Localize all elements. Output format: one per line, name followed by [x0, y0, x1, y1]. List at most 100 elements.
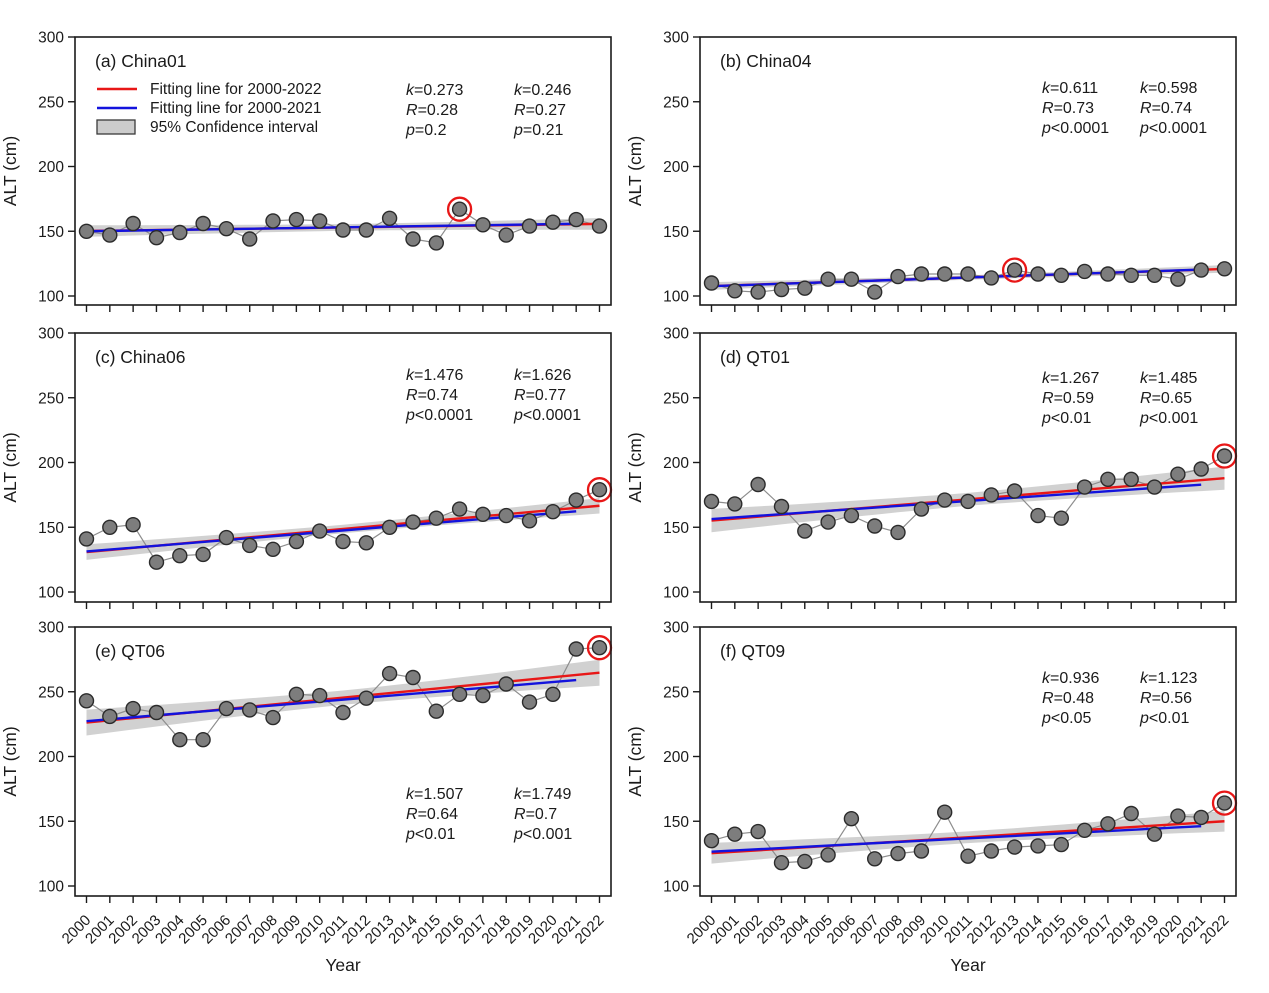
- data-point-2007: [867, 851, 883, 867]
- stats-2000-2022: k=0.598 R=0.74 p<0.0001: [1139, 80, 1207, 137]
- data-point-2001: [727, 496, 743, 512]
- stats-2000-2021: k=0.611 R=0.73 p<0.0001: [1041, 80, 1109, 137]
- stats-2000-2022-line: p<0.0001: [1139, 120, 1207, 137]
- data-point-2006: [218, 529, 235, 546]
- highlight-circle: [1001, 257, 1028, 283]
- data-point-2015: [1053, 510, 1070, 526]
- data-point-2014: [405, 669, 421, 686]
- y-tick-label-250: 250: [38, 390, 64, 407]
- data-point-2021: [1193, 461, 1209, 477]
- data-point-2008: [265, 213, 281, 229]
- data-point-2003: [773, 281, 790, 298]
- data-point-2018: [498, 676, 514, 692]
- data-point-2014: [405, 231, 421, 247]
- y-tick-label-150: 150: [663, 520, 689, 537]
- data-point-2016: [451, 686, 468, 702]
- y-tick-label-100: 100: [663, 585, 689, 602]
- data-point-2013: [381, 665, 398, 682]
- highlight-circle: [446, 196, 473, 222]
- panel-c: 100 150 200 250 300 ALT (cm) (c) China06 k=1.47…: [0, 326, 613, 609]
- data-point-2005: [195, 215, 211, 232]
- y-tick-label-200: 200: [38, 749, 64, 766]
- data-point-2018: [1123, 471, 1139, 487]
- y-tick-label-150: 150: [663, 224, 689, 241]
- stats-2000-2022-line: R=0.77: [514, 387, 566, 404]
- data-point-2009: [288, 211, 305, 228]
- stats-2000-2021-line: R=0.64: [406, 806, 458, 823]
- y-axis-title: ALT (cm): [0, 726, 20, 796]
- y-tick-label-250: 250: [38, 684, 64, 701]
- data-point-2010: [937, 804, 953, 820]
- y-tick-label-100: 100: [38, 585, 64, 602]
- panel-title: (c) China06: [95, 347, 185, 367]
- y-tick-label-100: 100: [38, 879, 64, 896]
- data-point-2006: [218, 700, 235, 717]
- panel-title: (d) QT01: [720, 347, 790, 367]
- data-point-2019: [1146, 267, 1163, 283]
- stats-2000-2022-line: p=0.21: [513, 122, 563, 139]
- data-point-2006: [843, 271, 860, 287]
- data-point-2008: [890, 268, 906, 285]
- data-point-2020: [1170, 466, 1186, 482]
- data-point-2017: [1100, 816, 1116, 832]
- y-tick-label-250: 250: [663, 390, 689, 407]
- data-point-2019: [521, 513, 538, 529]
- y-tick-label-300: 300: [663, 620, 689, 637]
- stats-2000-2022-line: k=0.246: [514, 82, 571, 99]
- stats-2000-2021-line: p<0.01: [405, 826, 455, 843]
- panel-a: 100 150 200 250 300 ALT (cm) (a) China01 k=0.27…: [0, 30, 612, 312]
- stats-2000-2022-line: R=0.74: [1140, 100, 1192, 117]
- data-point-2015: [428, 510, 444, 526]
- data-point-2004: [797, 280, 813, 296]
- stats-2000-2021-line: k=1.476: [406, 367, 463, 384]
- data-point-2011: [335, 704, 351, 721]
- fit-line-2000-2021: [86, 678, 577, 723]
- data-point-2002: [125, 700, 141, 717]
- data-point-2019: [1146, 479, 1163, 495]
- y-axis-title: ALT (cm): [0, 432, 20, 502]
- data-point-2000: [703, 493, 720, 510]
- stats-2000-2022-line: R=0.56: [1140, 690, 1192, 707]
- data-point-2014: [405, 514, 421, 530]
- data-point-2004: [172, 548, 188, 564]
- y-tick-label-300: 300: [663, 326, 689, 343]
- stats-2000-2022-line: k=0.598: [1140, 80, 1197, 97]
- stats-2000-2021: k=1.476 R=0.74 p<0.0001: [405, 367, 473, 424]
- data-point-2013: [1006, 839, 1023, 855]
- data-point-2018: [498, 227, 514, 243]
- data-point-2004: [172, 732, 188, 748]
- data-point-2005: [820, 847, 836, 863]
- stats-2000-2022-line: p<0.001: [513, 826, 572, 843]
- data-point-2017: [1100, 471, 1116, 487]
- stats-2000-2022-line: p<0.0001: [513, 407, 581, 424]
- data-point-2009: [913, 501, 930, 517]
- data-point-2003: [148, 704, 165, 721]
- data-point-2007: [867, 518, 883, 534]
- data-point-2011: [960, 848, 976, 864]
- y-tick-label-150: 150: [38, 520, 64, 537]
- data-point-2000: [78, 693, 95, 709]
- data-point-2010: [937, 492, 953, 508]
- stats-2000-2022: k=1.485 R=0.65 p<0.001: [1139, 370, 1198, 427]
- stats-2000-2021-line: R=0.59: [1042, 390, 1094, 407]
- data-point-2013: [1006, 483, 1023, 499]
- data-point-2017: [475, 506, 491, 522]
- data-point-2009: [913, 843, 930, 859]
- fit-line-2000-2021: [711, 483, 1202, 521]
- legend: Fitting line for 2000-2022 Fitting line f…: [96, 81, 321, 136]
- data-point-2018: [498, 507, 514, 524]
- data-point-2005: [195, 732, 211, 748]
- stats-2000-2022-line: k=1.485: [1140, 370, 1197, 387]
- data-point-2000: [78, 531, 95, 547]
- data-point-2012: [358, 535, 374, 551]
- data-point-2002: [750, 476, 766, 493]
- y-tick-label-200: 200: [38, 159, 64, 176]
- data-point-2005: [820, 514, 836, 530]
- panel-f: 1001502002503002000200120022003200420052…: [625, 620, 1238, 975]
- y-tick-label-100: 100: [663, 879, 689, 896]
- data-point-2008: [265, 541, 281, 557]
- panel-title: (a) China01: [95, 51, 186, 71]
- data-point-2020: [545, 686, 561, 702]
